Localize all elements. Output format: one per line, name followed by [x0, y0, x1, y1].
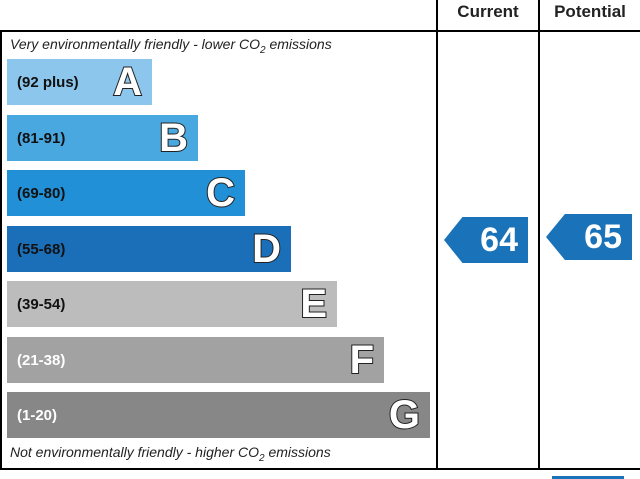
band-letter: E	[299, 281, 328, 327]
band-range-label: (69-80)	[17, 184, 66, 202]
bottom-caption: Not environmentally friendly - higher CO…	[10, 444, 331, 464]
band-range-label: (21-38)	[17, 351, 66, 369]
band-c: (69-80) C	[7, 170, 245, 216]
potential-column-divider	[538, 0, 540, 470]
band-letter: A	[112, 59, 143, 105]
band-range-label: (92 plus)	[17, 73, 79, 91]
band-d: (55-68) D	[7, 226, 291, 272]
current-rating-value: 64	[480, 220, 518, 259]
band-b: (81-91) B	[7, 115, 198, 161]
potential-rating-value: 65	[584, 217, 622, 256]
footer-divider	[0, 468, 640, 470]
header-divider	[0, 30, 640, 32]
potential-rating-arrow: 65	[546, 214, 632, 260]
band-letter: C	[205, 170, 236, 216]
band-e: (39-54) E	[7, 281, 337, 327]
band-letter: D	[251, 226, 282, 272]
band-a: (92 plus) A	[7, 59, 152, 105]
band-range-label: (1-20)	[17, 406, 58, 424]
potential-header: Potential	[554, 2, 626, 21]
band-f: (21-38) F	[7, 337, 384, 383]
band-range-label: (39-54)	[17, 295, 66, 313]
band-letter: G	[388, 392, 421, 438]
band-g: (1-20) G	[7, 392, 430, 438]
band-range-label: (55-68)	[17, 240, 66, 258]
band-letter: F	[349, 337, 375, 383]
top-caption: Very environmentally friendly - lower CO…	[10, 36, 332, 56]
current-rating-arrow: 64	[444, 217, 528, 263]
bottom-tab	[552, 476, 624, 479]
current-header: Current	[457, 2, 519, 21]
current-column-divider	[436, 0, 438, 470]
band-letter: B	[158, 115, 189, 161]
band-range-label: (81-91)	[17, 129, 66, 147]
left-border	[0, 30, 2, 470]
